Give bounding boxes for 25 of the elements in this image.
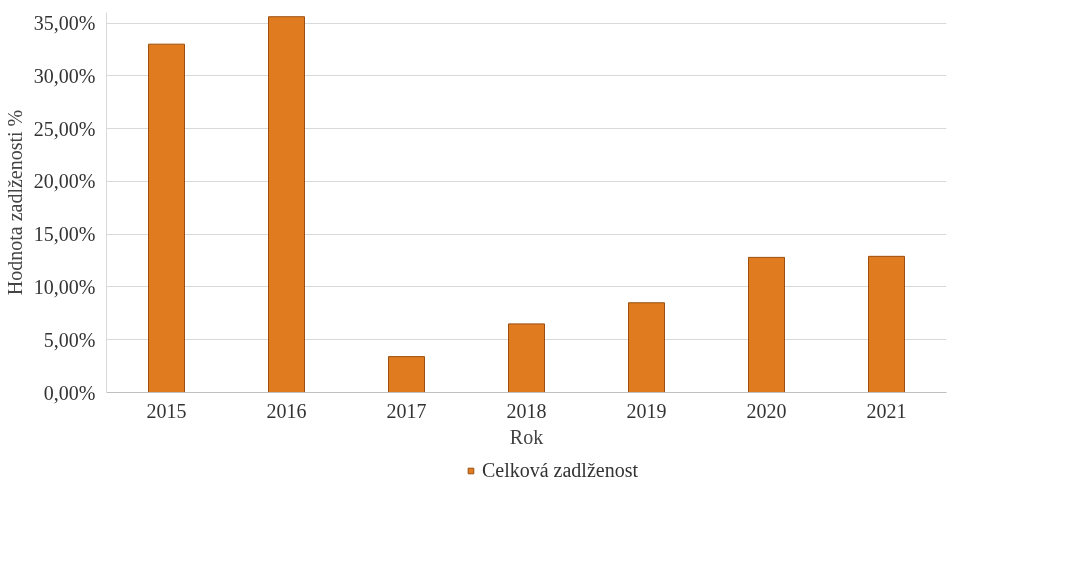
y-tick-label: 35,00% bbox=[33, 12, 96, 35]
x-tick-label: 2021 bbox=[866, 399, 907, 422]
bar bbox=[868, 255, 905, 393]
x-tick-label: 2020 bbox=[746, 399, 787, 422]
y-tick-label: 30,00% bbox=[33, 64, 96, 87]
bar bbox=[628, 302, 665, 393]
x-tick-label: 2015 bbox=[146, 399, 187, 422]
y-tick-label: 15,00% bbox=[33, 223, 96, 246]
y-tick-label: 5,00% bbox=[43, 328, 96, 351]
y-tick-label: 0,00% bbox=[43, 381, 96, 404]
y-tick-label: 25,00% bbox=[33, 117, 96, 140]
bar bbox=[148, 43, 185, 393]
x-tick-label: 2016 bbox=[266, 399, 307, 422]
y-tick-label: 20,00% bbox=[33, 170, 96, 193]
y-axis-title: Hodnota zadlženosti % bbox=[3, 109, 26, 296]
bar bbox=[268, 16, 305, 393]
bar bbox=[748, 256, 785, 393]
x-tick-label: 2019 bbox=[626, 399, 667, 422]
bar bbox=[508, 323, 545, 393]
x-tick-label: 2018 bbox=[506, 399, 547, 422]
x-tick-label: 2017 bbox=[386, 399, 427, 422]
legend-label: Celková zadlženost bbox=[481, 458, 639, 482]
y-tick-label: 10,00% bbox=[33, 275, 96, 298]
x-axis-title: Rok bbox=[509, 425, 544, 448]
bar bbox=[388, 356, 425, 393]
